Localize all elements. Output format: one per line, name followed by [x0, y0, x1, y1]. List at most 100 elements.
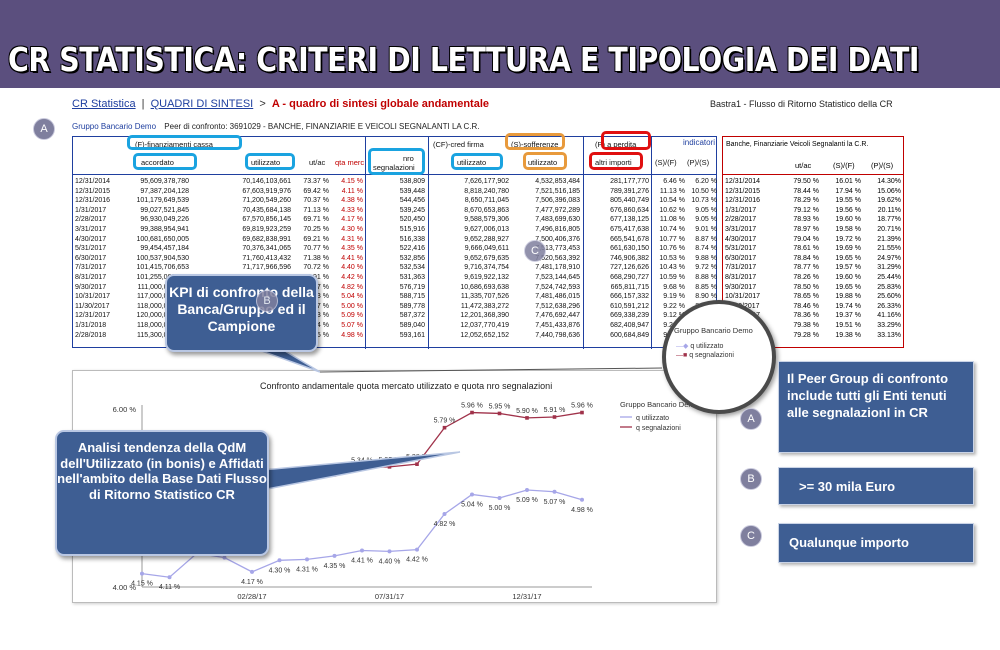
data-point — [360, 465, 364, 470]
table-cell: 12/31/2016 — [725, 197, 761, 205]
table-row: 12/31/2015 97,387,204,128 67,603,919,976 69… — [73, 187, 717, 197]
data-point — [415, 462, 419, 466]
table-cell: 19.62% — [877, 197, 901, 205]
table-cell: 538,809 — [399, 178, 425, 185]
table-cell: 9,652,679,635 — [464, 254, 509, 262]
data-point — [442, 512, 447, 517]
table-cell: 11,472,383,272 — [460, 302, 509, 310]
breadcrumb-separator: > — [259, 98, 266, 110]
table-cell: 12/31/2016 — [75, 197, 111, 205]
header-ut-ac: ut/ac — [309, 158, 326, 167]
breadcrumb-cr-statistica-link[interactable]: CR Statistica — [72, 98, 136, 110]
table-cell: 8.85 % — [695, 283, 717, 291]
table-cell: 532,534 — [399, 264, 425, 272]
table-cell: 10.74 % — [659, 225, 685, 233]
table-cell: 12/31/2015 — [725, 187, 761, 195]
indicatori-link[interactable]: indicatori — [683, 138, 716, 147]
table-cell: 9.05 % — [695, 206, 717, 214]
table-cell: 589,040 — [399, 321, 425, 329]
table-row: 3/31/2017 99,388,954,941 69,819,923,259 70.… — [73, 225, 717, 235]
table-cell: 9.01 % — [695, 225, 717, 233]
data-point — [497, 496, 502, 500]
table-cell: 78.46 % — [793, 302, 819, 310]
data-label: 5.34 % — [351, 458, 373, 465]
data-label: 5.07 % — [544, 499, 566, 506]
data-point — [305, 475, 309, 480]
table-cell: 19.56 % — [835, 206, 861, 214]
table-cell: 532,856 — [399, 254, 425, 262]
legend-entry: q utilizzato — [636, 415, 669, 422]
table-cell: 539,448 — [399, 187, 425, 195]
table-cell: 7,481,486,015 — [535, 293, 580, 301]
table-cell: 19.72 % — [835, 235, 861, 243]
column-divider — [428, 137, 429, 349]
table-cell: 96,930,049,226 — [140, 216, 189, 224]
table-cell: 7/31/2017 — [75, 264, 107, 272]
table-cell: 67,603,919,976 — [242, 187, 291, 195]
table-cell: 16.01 % — [835, 178, 861, 185]
table-cell: 677,138,125 — [610, 216, 649, 224]
header-accordato: accordato — [141, 158, 174, 167]
table-row: 12/31/2015 78.44 % 17.94 % 15.06% — [723, 187, 903, 197]
table-cell: 19.37 % — [835, 312, 861, 320]
x-tick-label: 02/28/17 — [237, 592, 266, 600]
table-cell: 70,435,684,138 — [242, 206, 291, 214]
window-label: Bastra1 - Flusso di Ritorno Statistico d… — [710, 99, 893, 109]
table-cell: 69,819,923,259 — [242, 225, 291, 233]
table-cell: 1/31/2018 — [75, 321, 107, 329]
data-label: 5.35 % — [379, 457, 401, 464]
table-cell: 10.54 % — [659, 197, 685, 205]
table-row: 12/31/2016 101,179,649,539 71,200,549,260 7… — [73, 196, 717, 206]
table-cell: 70,376,341,065 — [242, 245, 291, 253]
table-cell: 515,916 — [399, 225, 425, 233]
table-cell: 10.76 % — [659, 245, 685, 253]
table-cell: 71.38 % — [303, 254, 329, 262]
table-cell: 9.88 % — [695, 254, 717, 262]
table-row: 1/31/2017 99,027,521,845 70,435,684,138 71.… — [73, 206, 717, 216]
table-cell: 9.22 % — [663, 302, 685, 310]
peer-info: Peer di confronto: 3691029 - BANCHE, FIN… — [164, 122, 480, 131]
data-point — [277, 558, 282, 563]
table-cell: 593,161 — [399, 331, 425, 339]
table-row: 4/30/2017 100,681,650,005 69,682,838,991 69… — [73, 235, 717, 245]
header-utilizzato: utilizzato — [251, 158, 281, 167]
breadcrumb-quadri-link[interactable]: QUADRI DI SINTESI — [150, 98, 254, 110]
table-cell: 115,300,000,000 — [136, 331, 189, 339]
table-cell: 661,630,150 — [610, 245, 649, 253]
group-name[interactable]: Gruppo Bancario Demo — [72, 122, 157, 131]
table-cell: 78.36 % — [793, 312, 819, 320]
table-row: 4/30/2017 79.04 % 19.72 % 21.39% — [723, 235, 903, 245]
table-cell: 10.73 % — [691, 197, 717, 205]
legend-title: Gruppo Bancario Demo — [620, 400, 699, 409]
data-point — [497, 411, 502, 416]
data-label: 4.41 % — [351, 558, 373, 565]
table-cell: 18.77% — [877, 216, 901, 224]
table-cell: 7,483,699,630 — [535, 216, 580, 224]
zoom-legend-segnalazioni: —■ q segnalazioni — [676, 352, 734, 359]
data-point — [552, 489, 557, 494]
table-cell: 97,387,204,128 — [140, 187, 189, 195]
badge-c: C — [524, 240, 546, 262]
table-cell: 25.44% — [877, 273, 901, 281]
table-cell: 8.87 % — [695, 235, 717, 243]
table-row: 2/28/2017 78.93 % 19.60 % 18.77% — [723, 215, 903, 225]
table-cell: 516,338 — [399, 235, 425, 243]
table-cell: 71,760,413,432 — [242, 254, 291, 262]
table-cell: 111,000,000,000 — [137, 283, 189, 291]
table-cell: 7,512,638,296 — [535, 302, 580, 310]
table-cell: 78.97 % — [793, 225, 819, 233]
table-cell: 12/31/2017 — [75, 312, 111, 320]
data-point — [250, 569, 254, 574]
peer-table-title: Banche, Finanziarie Veicoli Segnalanti l… — [726, 141, 869, 148]
table-cell: 7,506,396,083 — [535, 197, 580, 205]
table-cell: 11.08 % — [659, 216, 685, 224]
table-cell: 8.74 % — [695, 245, 717, 253]
table-cell: 4,532,853,484 — [535, 178, 580, 185]
table-row: 7/31/2017 78.77 % 19.57 % 31.29% — [723, 263, 903, 273]
data-point — [277, 476, 282, 481]
table-row: 6/30/2017 78.84 % 19.65 % 24.97% — [723, 254, 903, 264]
table-cell: 4.82 % — [341, 283, 363, 291]
summary-table-body: 12/31/2014 95,609,378,780 70,146,103,661 73… — [73, 177, 717, 340]
table-cell: 78.65 % — [793, 293, 819, 301]
table-cell: 70,146,103,661 — [242, 178, 291, 185]
